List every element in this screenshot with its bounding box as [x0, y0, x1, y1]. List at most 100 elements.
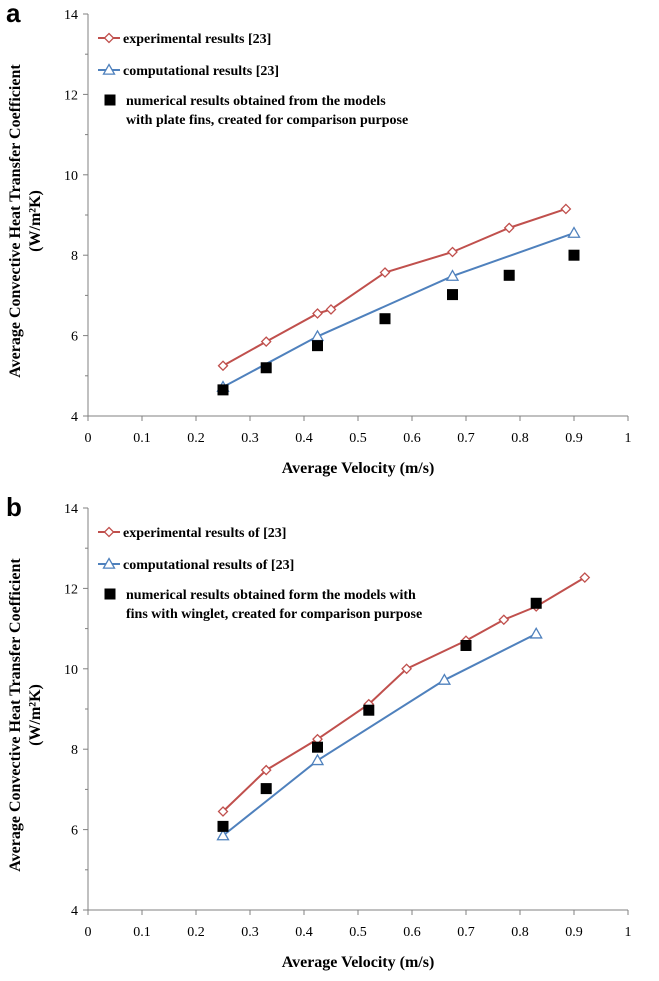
- data-point-square: [460, 639, 472, 651]
- data-point-triangle: [529, 627, 543, 639]
- data-point-square: [363, 704, 375, 716]
- legend-label: experimental results of [23]: [123, 526, 286, 541]
- series-line-triangle: [222, 632, 537, 837]
- data-point-diamond: [379, 267, 391, 278]
- chart-panel-b: 4 6 8 10 12 14 0 0.1 0.2 0.3 0.4 0.5 0.6 0.7 0.8 0.9 1 Av…: [0, 492, 659, 981]
- x-tick-label: 0.6: [403, 431, 421, 446]
- legend-marker-triangle: [102, 63, 116, 75]
- legend-marker-square: [104, 588, 116, 600]
- y-axis-title-line2: (W/m²K): [27, 684, 44, 746]
- y-tick-label: 10: [64, 169, 78, 184]
- y-tick-label: 12: [64, 88, 78, 103]
- x-tick-label: 0.7: [457, 431, 475, 446]
- y-tick-label: 6: [71, 330, 78, 345]
- x-tick-label: 0.5: [349, 431, 367, 446]
- y-axis-title-line2: (W/m²K): [27, 190, 44, 252]
- x-tick-label: 1: [625, 431, 632, 446]
- x-tick-label: 0.3: [241, 431, 259, 446]
- series-line-triangle: [222, 232, 575, 388]
- data-point-triangle: [216, 828, 230, 841]
- legend-label: with plate fins, created for comparison …: [126, 113, 408, 128]
- data-point-square: [217, 384, 229, 396]
- legend-marker-triangle: [102, 557, 116, 569]
- legend-marker-diamond: [103, 32, 115, 44]
- series-square: [217, 249, 580, 396]
- data-point-diamond: [498, 614, 510, 626]
- y-tick-label: 8: [71, 249, 78, 264]
- legend-label: computational results [23]: [123, 64, 279, 79]
- x-tick-label: 0: [85, 431, 92, 446]
- data-point-diamond: [312, 308, 323, 319]
- data-point-triangle: [567, 226, 581, 238]
- x-axis-title: Average Velocity (m/s): [282, 460, 435, 477]
- x-tick-label: 0.1: [133, 925, 151, 940]
- x-tick-label: 0.4: [295, 431, 313, 446]
- x-tick-label: 0.6: [403, 925, 421, 940]
- x-tick-label: 0.5: [349, 925, 367, 940]
- legend-label: experimental results [23]: [123, 32, 271, 47]
- data-point-square: [312, 741, 323, 753]
- data-point-diamond: [260, 764, 272, 776]
- panel-label-b: b: [6, 492, 22, 522]
- legend-label: numerical results obtained form the mode…: [126, 588, 416, 603]
- series-diamond: [217, 203, 572, 372]
- series-triangle: [216, 627, 543, 841]
- data-point-diamond: [260, 336, 272, 348]
- y-axis-title-line1: Average Convective Heat Transfer Coeffic…: [7, 64, 24, 378]
- y-tick-label: 8: [71, 743, 78, 758]
- x-tick-label: 0.3: [241, 925, 259, 940]
- data-point-diamond: [217, 360, 229, 372]
- series-square: [217, 597, 542, 832]
- data-point-square: [503, 269, 515, 281]
- legend-label: computational results of [23]: [123, 558, 294, 573]
- legend-marker-diamond: [103, 526, 115, 538]
- data-point-square: [217, 820, 229, 832]
- x-tick-label: 0.9: [565, 925, 583, 940]
- panel-label-a: a: [6, 0, 21, 28]
- data-point-diamond: [560, 203, 572, 215]
- series-line-diamond: [222, 208, 567, 367]
- y-tick-label: 4: [71, 410, 78, 425]
- data-point-square: [568, 249, 580, 261]
- data-point-square: [379, 313, 391, 325]
- y-axis-title-line1: Average Convective Heat Transfer Coeffic…: [7, 558, 24, 872]
- x-tick-label: 0.1: [133, 431, 151, 446]
- data-point-diamond: [579, 572, 591, 583]
- data-point-diamond: [325, 304, 337, 315]
- data-point-diamond: [401, 663, 413, 675]
- chart-a-svg: 4 6 8 10 12 14 0 0.1 0.2 0.3 0.4 0.5 0.6 0.7 0.8 0.9 1 Av…: [7, 8, 632, 477]
- series-triangle: [216, 226, 581, 392]
- legend-label: numerical results obtained from the mode…: [126, 94, 386, 109]
- chart-panel-a: 4 6 8 10 12 14 0 0.1 0.2 0.3 0.4 0.5 0.6 0.7 0.8 0.9 1 Av…: [0, 0, 659, 487]
- y-tick-label: 12: [64, 582, 78, 597]
- x-tick-label: 0: [85, 925, 92, 940]
- data-point-square: [260, 362, 272, 374]
- x-tick-label: 0.8: [511, 925, 529, 940]
- data-point-diamond: [217, 806, 229, 817]
- y-tick-label: 14: [64, 8, 78, 23]
- y-tick-label: 4: [71, 904, 78, 919]
- data-point-triangle: [445, 269, 460, 281]
- y-tick-label: 14: [64, 502, 78, 517]
- data-point-square: [447, 289, 458, 301]
- data-point-square: [312, 340, 323, 352]
- legend-marker-square: [104, 94, 116, 106]
- data-point-diamond: [503, 222, 515, 234]
- y-tick-label: 10: [64, 663, 78, 678]
- y-tick-label: 6: [71, 824, 78, 839]
- x-tick-label: 0.7: [457, 925, 475, 940]
- data-point-square: [530, 597, 542, 609]
- legend-label: fins with winglet, created for compariso…: [126, 607, 422, 622]
- data-point-triangle: [437, 673, 452, 685]
- x-tick-label: 1: [625, 925, 632, 940]
- x-tick-label: 0.9: [565, 431, 583, 446]
- data-point-square: [260, 783, 272, 795]
- data-point-triangle: [310, 753, 325, 766]
- x-tick-label: 0.2: [187, 431, 205, 446]
- chart-b-svg: 4 6 8 10 12 14 0 0.1 0.2 0.3 0.4 0.5 0.6 0.7 0.8 0.9 1 Av…: [7, 502, 632, 971]
- x-tick-label: 0.4: [295, 925, 313, 940]
- data-point-diamond: [447, 246, 458, 258]
- x-tick-label: 0.2: [187, 925, 205, 940]
- x-tick-label: 0.8: [511, 431, 529, 446]
- x-axis-title: Average Velocity (m/s): [282, 954, 435, 971]
